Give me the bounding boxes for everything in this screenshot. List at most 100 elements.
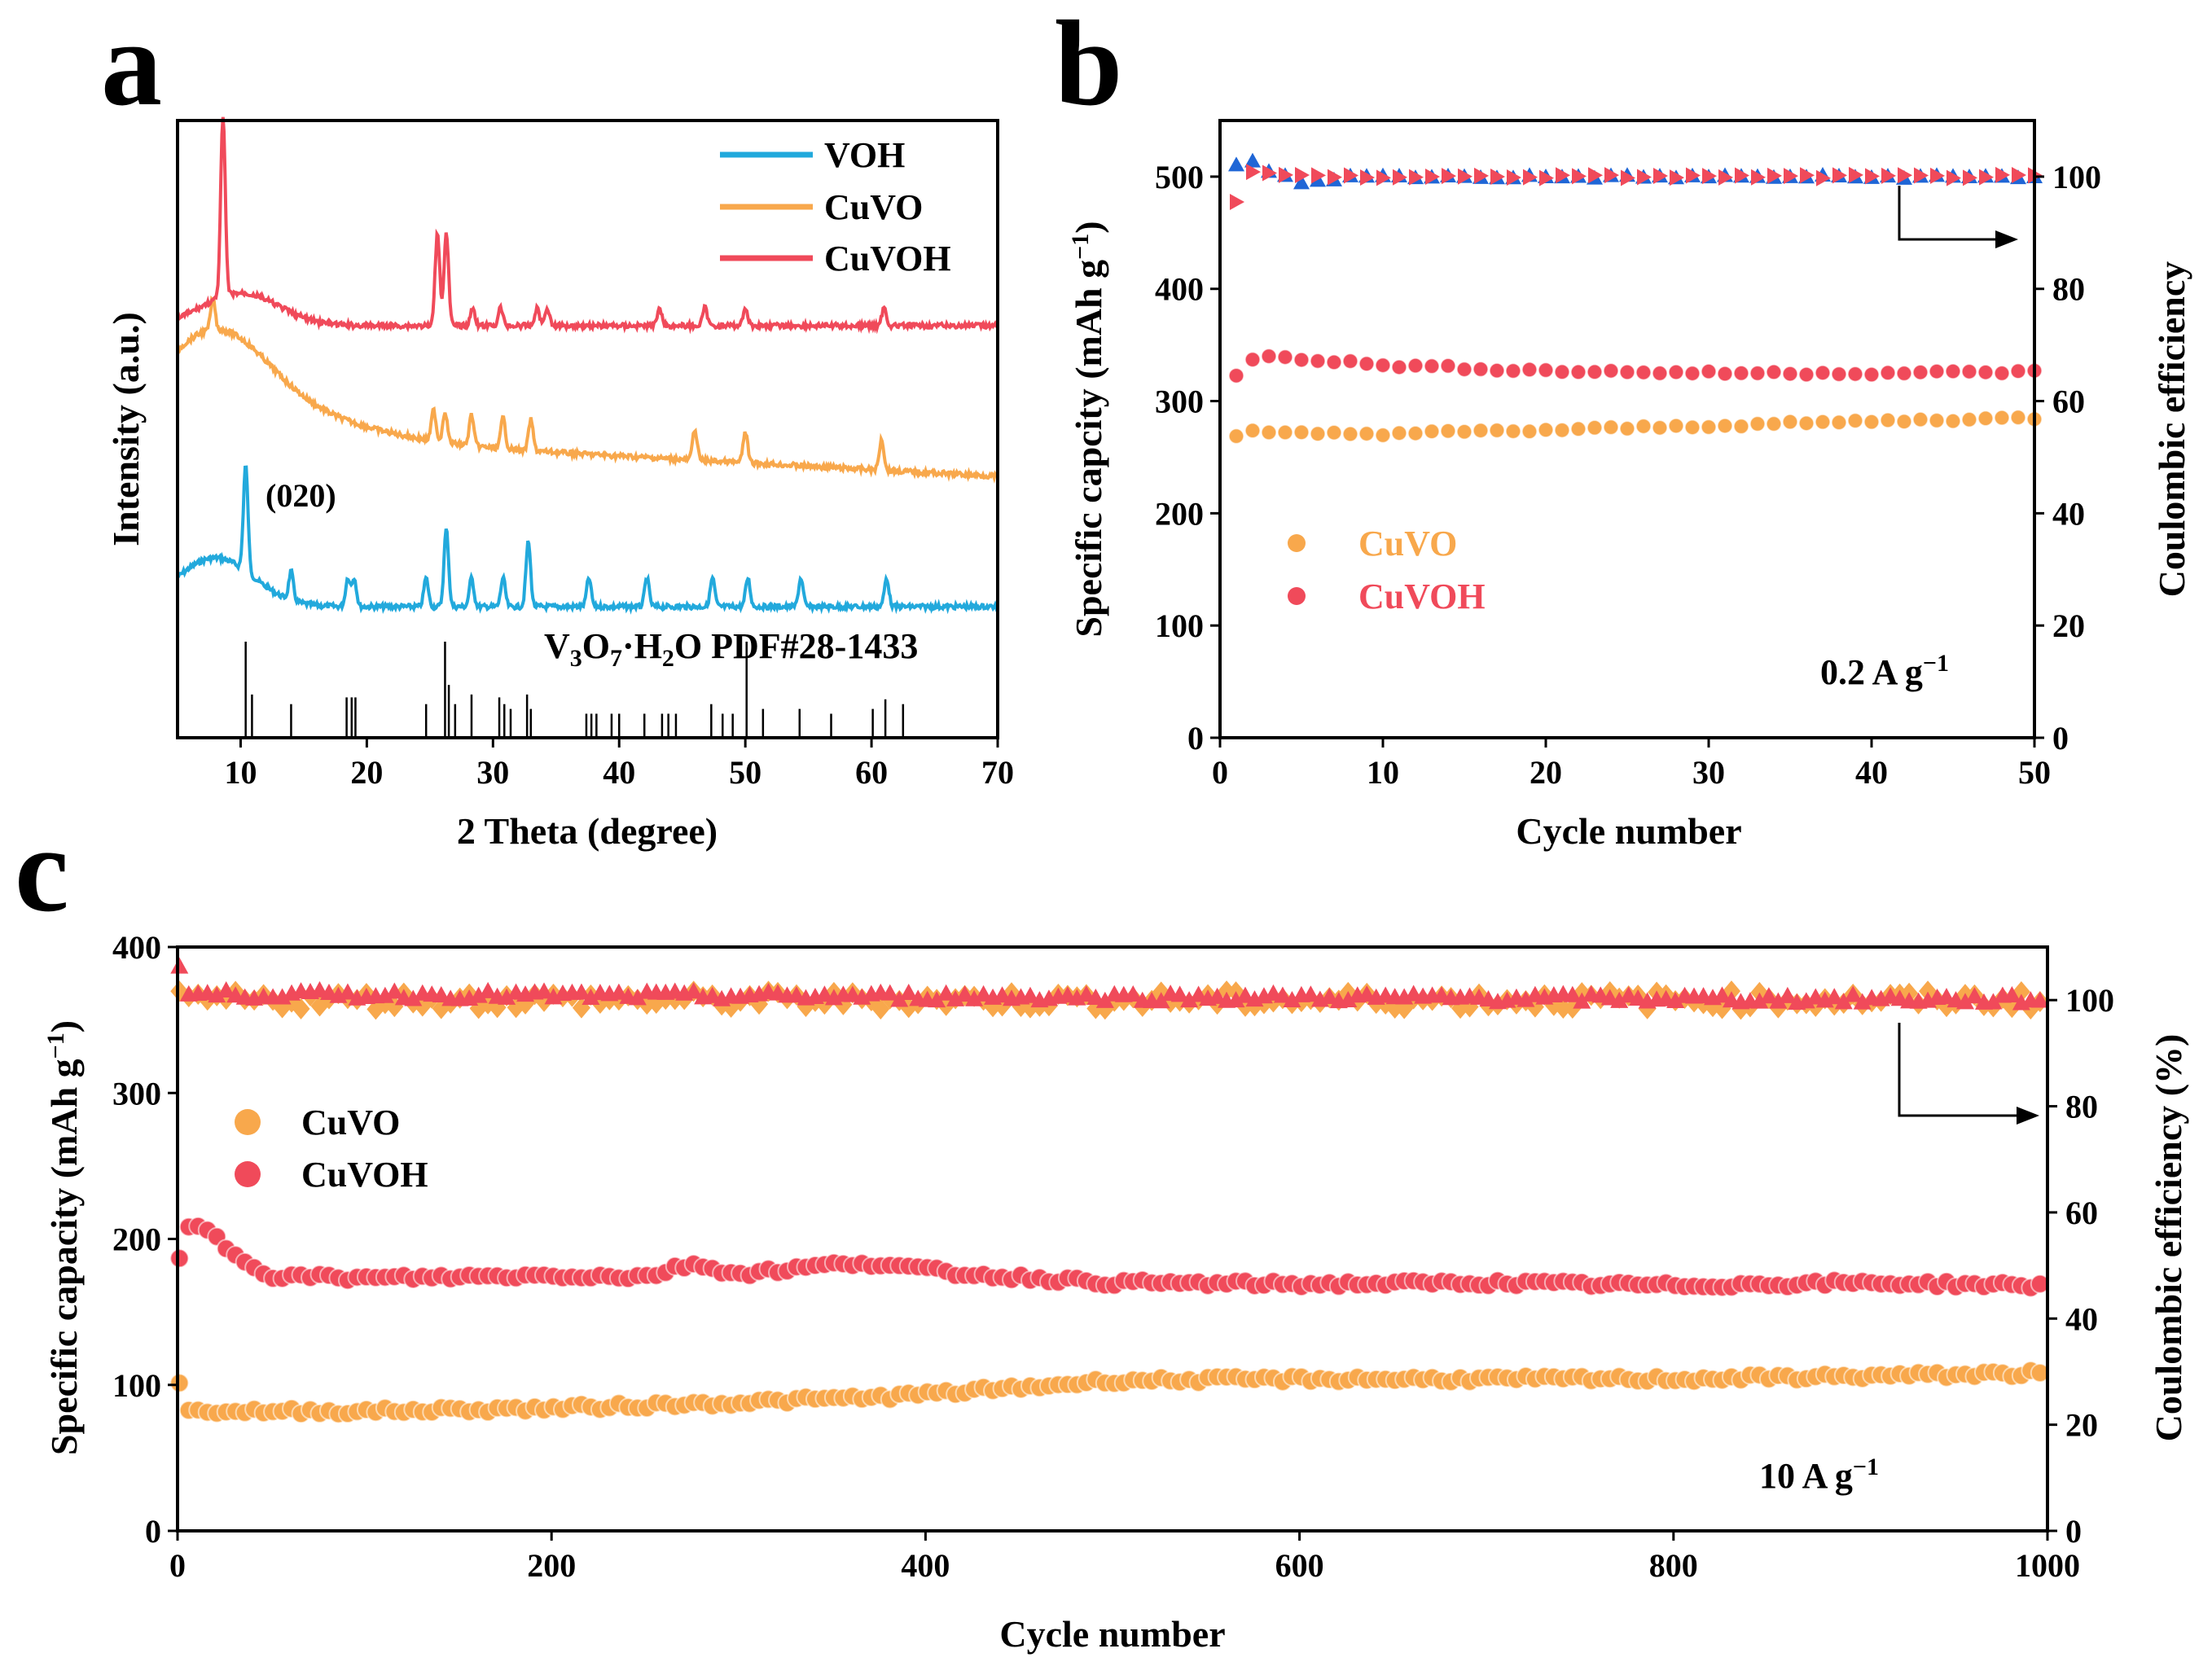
data-point-cuvo (1342, 426, 1358, 442)
y2-tick-label: 40 (2052, 495, 2085, 532)
data-point-cuvoh (1701, 363, 1717, 379)
ce-point-cuvoh (1610, 991, 1629, 1008)
ce-point-cuvoh (1849, 166, 1863, 183)
ce-point-cuvoh (2003, 986, 2021, 1003)
panel-a: 10 20 30 40 50 60 70 2 Theta (degree) Intensit… (105, 116, 1014, 852)
data-point-cuvoh (1619, 364, 1635, 380)
ce-point-cuvoh (899, 984, 918, 1001)
panel-a-legend: VOH CuVO CuVOH (720, 135, 951, 278)
panel-c: 0 200 400 600 800 100001002003004000204060801… (42, 929, 2189, 1655)
data-point-cuvoh (169, 1248, 190, 1269)
x-tick-label: 10 (224, 754, 257, 791)
data-point-cuvoh (1831, 366, 1847, 383)
ce-point-cuvoh (498, 988, 516, 1005)
ce-point-cuvoh (1180, 991, 1199, 1008)
ce-point-cuvoh (1713, 986, 1731, 1003)
y-tick-label: 100 (112, 1367, 161, 1404)
ce-point-cuvoh (937, 984, 955, 1001)
ce-point-cuvoh (385, 982, 404, 999)
ce-point-cuvoh (609, 983, 628, 1000)
data-point-cuvo (1587, 419, 1603, 436)
ce-point-cuvoh (1735, 167, 1749, 184)
ce-point-cuvoh (1376, 169, 1391, 186)
data-point-cuvoh (1310, 353, 1326, 370)
data-point-cuvo (1863, 414, 1880, 430)
y-tick-label: 0 (1187, 720, 1204, 756)
ce-point-cuvoh (1670, 169, 1684, 186)
panel-c-data (169, 957, 2050, 1424)
data-point-cuvoh (1603, 362, 1619, 379)
data-point-cuvo (1652, 419, 1668, 436)
data-point-cuvoh (1358, 355, 1375, 372)
x-tick-label: 400 (901, 1547, 950, 1584)
data-point-cuvoh (1456, 361, 1472, 378)
data-point-cuvoh (1880, 365, 1896, 381)
ce-point-cuvoh (1556, 167, 1570, 184)
legend-label-cuvo: CuVO (824, 187, 923, 227)
data-point-cuvoh (1863, 366, 1880, 383)
y-tick-label: 300 (1155, 384, 1204, 420)
data-point-cuvo (1798, 415, 1815, 432)
data-point-cuvo (1929, 412, 1945, 429)
y2-tick-label: 60 (2065, 1195, 2098, 1231)
xrd-peak-020-label: (020) (266, 477, 336, 514)
ce-point-cuvoh (1301, 985, 1320, 1002)
xrd-trace-voh (177, 465, 999, 615)
ce-point-cuvoh (1702, 168, 1717, 185)
y-tick-label: 300 (112, 1075, 161, 1112)
ce-point-cuvoh (1458, 168, 1472, 185)
y2-tick-label: 0 (2052, 720, 2069, 756)
ce-point-cuvoh (1295, 166, 1310, 183)
data-point-cuvo (1994, 410, 2010, 426)
xrd-trace-cuvo (177, 295, 998, 484)
y-tick-label: 400 (112, 929, 161, 966)
data-point-cuvo (1472, 422, 1489, 439)
data-point-cuvoh (1472, 361, 1489, 378)
ce-point-cuvoh (1393, 169, 1407, 186)
ce-point-cuvoh (628, 989, 647, 1006)
data-point-cuvo (1961, 411, 1977, 428)
data-point-cuvoh (1587, 364, 1603, 380)
data-point-cuvo (1847, 412, 1863, 429)
ce-point-cuvo (1293, 174, 1310, 190)
x-tick-label: 50 (2018, 754, 2051, 791)
ce-point-cuvoh (1963, 169, 1977, 186)
panel-a-frame (176, 119, 999, 739)
ce-point-cuvoh (535, 982, 554, 999)
ce-point-cuvoh (684, 982, 703, 999)
data-point-cuvoh (1326, 354, 1342, 371)
data-point-cuvoh (1977, 364, 1994, 380)
data-point-cuvoh (1749, 365, 1766, 382)
data-point-cuvo (1977, 410, 1994, 427)
data-point-cuvo (1749, 415, 1766, 432)
panel-b-y-label: Specific capcity (mAh g−1) (1067, 221, 1109, 637)
ce-point-cuvoh (375, 986, 394, 1003)
ce-point-cuvo (1228, 156, 1244, 172)
legend-label-cuvo: CuVO (1358, 524, 1457, 563)
ce-point-cuvoh (1573, 992, 1591, 1009)
data-point-cuvo (1782, 414, 1798, 430)
ce-point-cuvoh (1965, 987, 1984, 1004)
ce-point-cuvoh (479, 981, 498, 998)
ce-point-cuvoh (1865, 168, 1880, 185)
ce-point-cuvoh (1189, 985, 1208, 1002)
data-point-cuvoh (1505, 362, 1521, 379)
panel-letter-b: b (1055, 0, 1122, 131)
data-point-cuvo (1440, 423, 1456, 440)
data-point-cuvoh (1668, 364, 1684, 380)
y2-tick-label: 80 (2052, 271, 2085, 308)
data-point-cuvoh (1782, 366, 1798, 382)
y2-tick-label: 0 (2065, 1513, 2082, 1550)
ce-point-cuvoh (338, 983, 357, 1000)
data-point-cuvo (1896, 413, 1912, 430)
data-point-cuvoh (1375, 357, 1391, 374)
ce-point-cuvoh (1516, 990, 1535, 1007)
xrd-trace-cuvoh (176, 116, 998, 335)
ce-point-cuvoh (1816, 169, 1831, 186)
panel-b-legend: CuVO CuVOH (1288, 524, 1486, 616)
x-tick-label: 0 (169, 1547, 186, 1584)
x-tick-label: 200 (527, 1547, 576, 1584)
panel-c-legend: CuVO CuVOH (235, 1103, 428, 1195)
